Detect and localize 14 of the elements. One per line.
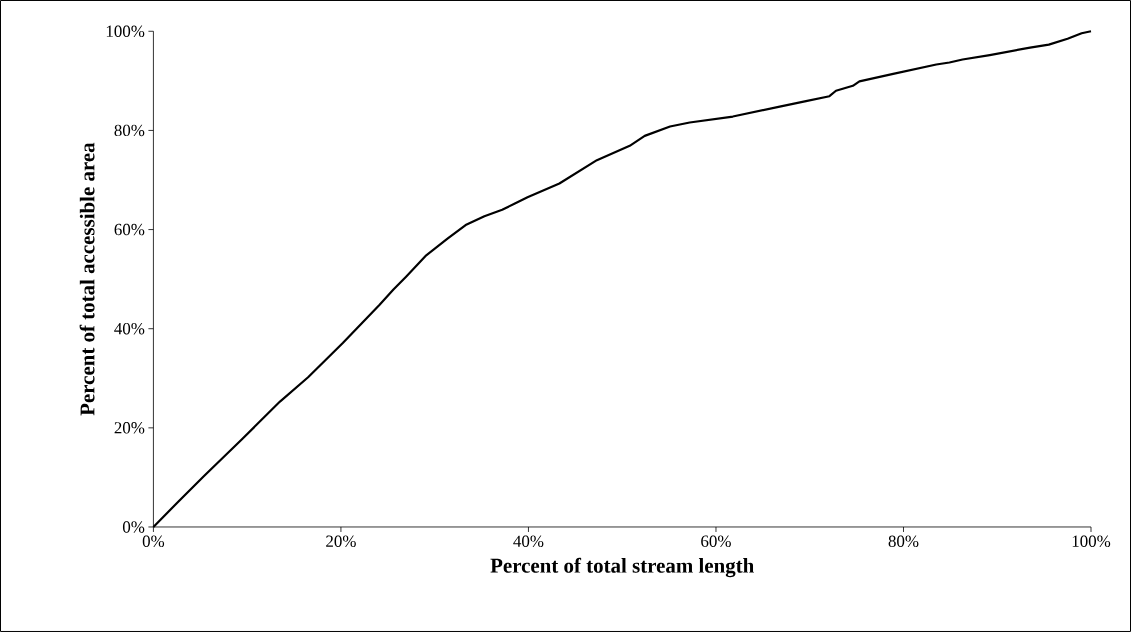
x-tick-label: 60%	[701, 535, 731, 547]
y-axis-title: Percent of total accessible area	[79, 142, 95, 416]
y-tick-label: 80%	[114, 124, 145, 137]
y-tick-label: 20%	[114, 422, 145, 434]
x-tick-label: 20%	[326, 535, 356, 547]
x-tick-label: 100%	[1072, 535, 1111, 547]
y-tick-label: 0%	[122, 521, 145, 533]
y-tick-label: 100%	[106, 25, 145, 38]
x-tick-label: 0%	[142, 535, 165, 547]
y-tick-label: 60%	[114, 223, 145, 236]
x-axis-title: Percent of total stream length	[490, 557, 754, 578]
x-tick-label: 80%	[888, 535, 919, 547]
y-tick-label: 40%	[114, 322, 145, 335]
x-tick-label: 40%	[513, 535, 544, 547]
